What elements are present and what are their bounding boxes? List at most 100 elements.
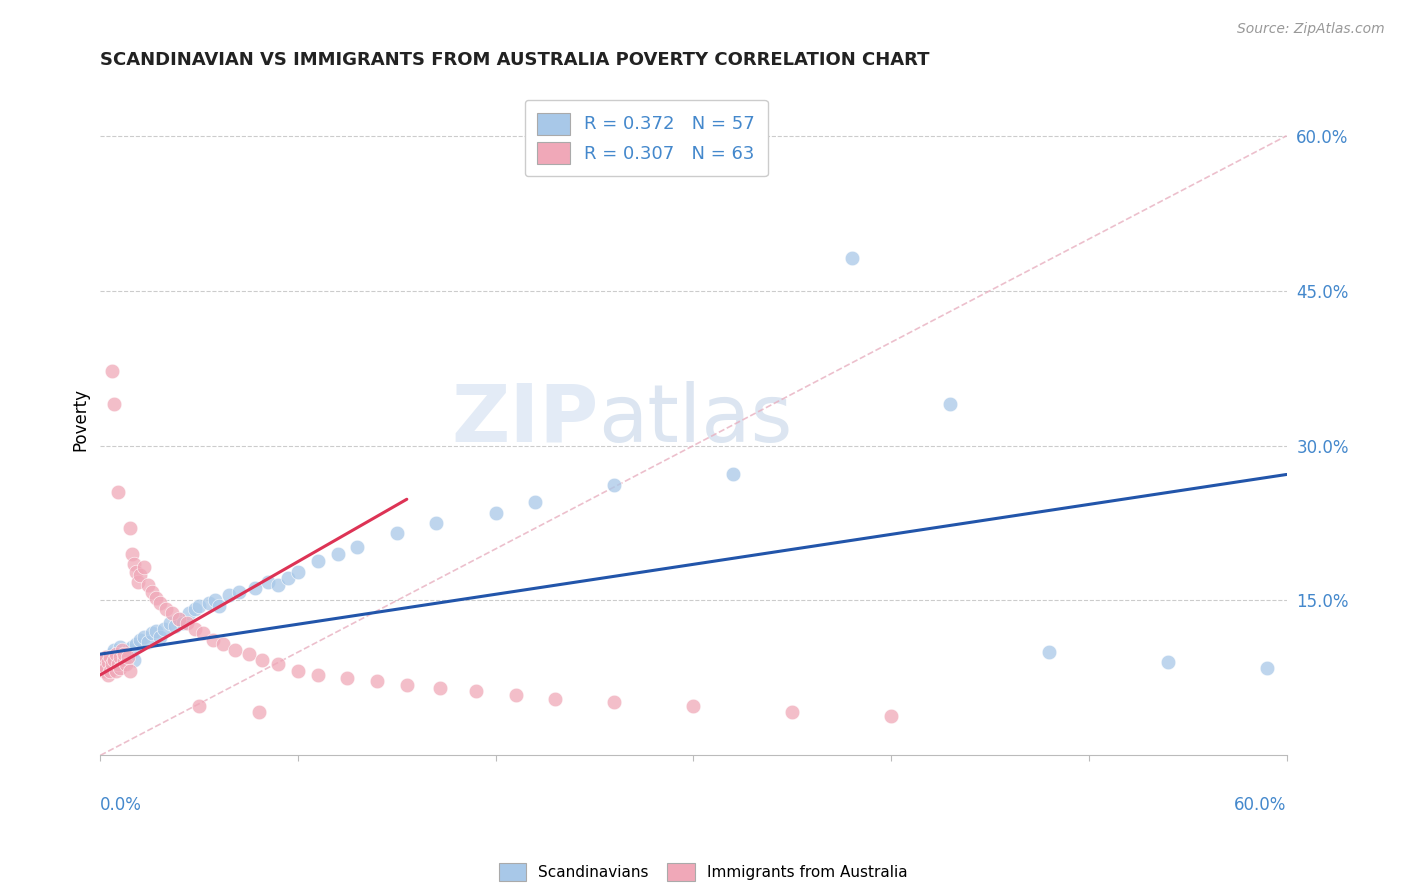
Point [336,671,359,685]
Point [93,653,115,667]
Point [247,705,270,719]
Point [202,632,225,647]
Text: atlas: atlas [599,381,793,458]
Point [136,634,159,648]
Legend: Scandinavians, Immigrants from Australia: Scandinavians, Immigrants from Australia [492,856,914,888]
Point [257,574,280,589]
Point [101,364,124,378]
Point [385,526,408,541]
Point [184,601,207,615]
Point [97,668,120,682]
Point [395,678,418,692]
Point [91,657,114,672]
Point [97,657,120,672]
Point [721,467,744,482]
Point [132,630,155,644]
Point [782,705,804,719]
Point [307,668,329,682]
Point [160,606,183,620]
Point [228,585,250,599]
Point [105,647,128,661]
Point [115,657,138,672]
Point [204,593,226,607]
Point [112,653,135,667]
Point [198,595,221,609]
Point [108,660,131,674]
Text: 0.0%: 0.0% [100,796,142,814]
Text: SCANDINAVIAN VS IMMIGRANTS FROM AUSTRALIA POVERTY CORRELATION CHART: SCANDINAVIAN VS IMMIGRANTS FROM AUSTRALI… [100,51,929,69]
Y-axis label: Poverty: Poverty [72,388,89,451]
Point [141,585,163,599]
Point [96,650,118,665]
Point [103,653,125,667]
Point [603,477,626,491]
Point [97,656,120,670]
Point [141,626,163,640]
Point [429,681,451,696]
Point [108,640,131,654]
Point [121,640,143,654]
Point [125,637,148,651]
Point [111,647,134,661]
Point [149,595,172,609]
Point [169,612,191,626]
Point [277,571,299,585]
Point [155,601,177,615]
Point [287,565,309,579]
Point [112,647,135,661]
Point [93,656,115,670]
Point [115,650,138,665]
Point [96,660,118,674]
Point [267,578,290,592]
Point [98,664,121,678]
Point [101,657,124,672]
Point [1256,660,1278,674]
Point [505,689,527,703]
Point [117,650,139,665]
Legend: R = 0.372   N = 57, R = 0.307   N = 63: R = 0.372 N = 57, R = 0.307 N = 63 [524,100,768,177]
Point [603,695,626,709]
Point [172,616,194,631]
Point [243,581,266,595]
Point [152,623,174,637]
Point [149,630,172,644]
Point [208,599,231,613]
Point [159,616,181,631]
Point [117,643,139,657]
Point [128,632,150,647]
Point [165,619,187,633]
Point [238,647,260,661]
Point [101,647,124,661]
Point [176,616,198,631]
Point [287,664,309,678]
Point [103,397,125,411]
Point [188,698,211,713]
Point [169,612,191,626]
Point [108,653,131,667]
Point [218,588,240,602]
Point [524,495,547,509]
Point [682,698,704,713]
Point [125,565,148,579]
Point [96,650,118,665]
Point [105,650,128,665]
Point [252,653,274,667]
Point [118,521,141,535]
Point [485,506,508,520]
Text: Source: ZipAtlas.com: Source: ZipAtlas.com [1237,22,1385,37]
Point [105,664,128,678]
Point [145,591,167,606]
Point [118,664,141,678]
Point [326,547,349,561]
Text: ZIP: ZIP [451,381,599,458]
Point [93,664,115,678]
Point [132,560,155,574]
Point [128,567,150,582]
Point [107,645,129,659]
Point [880,709,903,723]
Point [307,554,329,568]
Point [98,653,121,667]
Point [465,684,488,698]
Point [1157,656,1180,670]
Point [267,657,290,672]
